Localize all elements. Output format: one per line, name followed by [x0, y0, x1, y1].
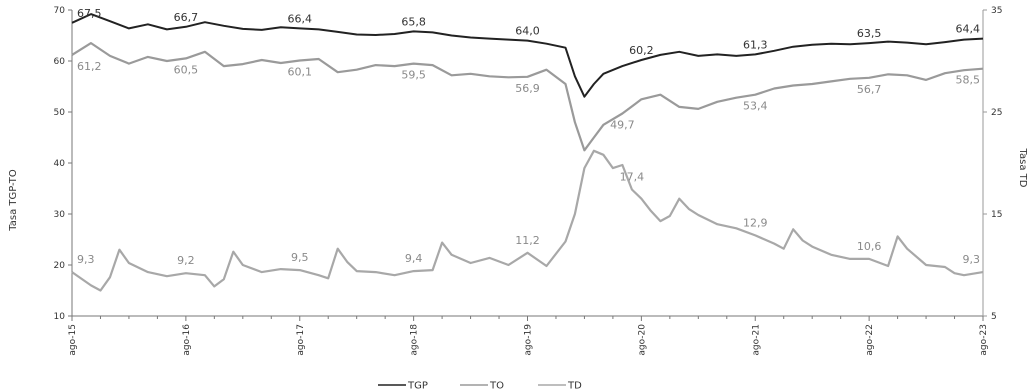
data-label-to: 60,5: [174, 63, 199, 76]
data-labels: 67,5 66,7 66,4 65,8 64,0 60,2 61,3 63,5 64,4 61,2…: [77, 7, 980, 267]
legend: TGP TO TD: [378, 381, 582, 392]
x-tick-label: ago-17: [296, 324, 306, 356]
series-line-tgp: [71, 13, 984, 98]
legend-label-td: TD: [567, 381, 582, 392]
data-label-to: 60,1: [288, 65, 313, 78]
data-label-to: 58,5: [956, 74, 981, 87]
y2-tick-label: 25: [991, 108, 1002, 118]
data-label-tgp: 60,2: [629, 44, 654, 57]
series-lines: [71, 13, 984, 292]
data-label-to: 56,9: [515, 82, 540, 95]
x-tick-label: ago-21: [751, 324, 761, 356]
data-label-td: 12,9: [743, 216, 768, 229]
data-label-tgp: 66,4: [288, 12, 313, 25]
data-label-to: 61,2: [77, 60, 102, 73]
y2-tick-label: 35: [991, 6, 1002, 16]
left-y-axis-title: Tasa TGP-TO: [8, 169, 19, 232]
right-y-axis-ticks: 5 15 25 35: [983, 6, 1002, 322]
y-tick-label: 20: [54, 261, 66, 271]
series-line-td: [71, 149, 984, 292]
data-label-td: 9,5: [291, 251, 309, 264]
right-y-axis-title: Tasa TD: [1017, 148, 1028, 188]
data-label-td: 10,6: [857, 240, 882, 253]
x-tick-label: ago-16: [182, 324, 192, 356]
x-tick-label: ago-19: [524, 324, 534, 356]
x-tick-label: ago-23: [979, 324, 989, 356]
y-tick-label: 60: [54, 57, 66, 67]
data-label-td: 9,3: [963, 253, 981, 266]
data-label-td: 17,4: [620, 171, 645, 184]
series-line-to: [71, 42, 984, 152]
data-label-to: 59,5: [401, 69, 426, 82]
legend-label-tgp: TGP: [407, 381, 428, 392]
data-label-tgp: 66,7: [174, 11, 199, 24]
y-tick-label: 70: [54, 6, 66, 16]
legend-label-to: TO: [489, 381, 504, 392]
x-tick-label: ago-18: [410, 324, 420, 356]
x-tick-label: ago-20: [637, 324, 647, 356]
y2-tick-label: 5: [991, 312, 997, 322]
y-tick-label: 10: [54, 312, 66, 322]
data-label-tgp: 67,5: [77, 7, 102, 20]
data-label-to: 49,7: [610, 119, 635, 132]
data-label-tgp: 61,3: [743, 38, 768, 51]
data-label-td: 9,2: [177, 254, 195, 267]
data-label-tgp: 63,5: [857, 27, 882, 40]
data-label-to: 53,4: [743, 100, 768, 113]
y-tick-label: 40: [54, 159, 66, 169]
x-tick-label: ago-22: [865, 324, 875, 356]
y-tick-label: 50: [54, 108, 66, 118]
data-label-to: 56,7: [857, 83, 882, 96]
x-axis-ticks: ago-15 ago-16 ago-17 ago-18 ago-19 ago-20 ago-…: [68, 316, 989, 356]
data-label-td: 9,3: [77, 253, 95, 266]
y-tick-label: 30: [54, 210, 66, 220]
data-label-tgp: 64,4: [956, 23, 981, 36]
x-tick-label: ago-15: [68, 324, 78, 356]
data-label-tgp: 64,0: [515, 25, 540, 38]
left-y-axis-ticks: 10 20 30 40 50 60 70: [54, 6, 72, 322]
data-label-tgp: 65,8: [401, 15, 426, 28]
data-label-td: 9,4: [405, 252, 423, 265]
data-label-td: 11,2: [515, 234, 540, 247]
y2-tick-label: 15: [991, 210, 1002, 220]
